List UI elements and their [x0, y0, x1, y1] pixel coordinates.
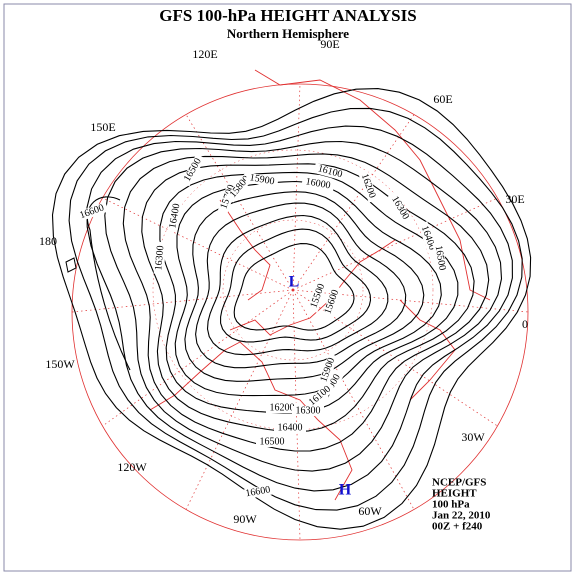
meridian [102, 197, 294, 291]
info-line: NCEP/GFS [432, 477, 486, 489]
info-line: Jan 22, 2010 [432, 510, 491, 522]
title: GFS 100-hPa HEIGHT ANALYSIS [159, 6, 416, 25]
contour-label-bg [301, 176, 335, 192]
map-boundary [71, 83, 529, 541]
contour-label: 16600 [245, 484, 272, 499]
contour-line [86, 196, 131, 371]
meridian [292, 289, 301, 541]
contour-label-bg [357, 169, 379, 203]
contour-label: 16500 [433, 245, 448, 272]
coastline [219, 199, 271, 301]
contour-label-bg [256, 437, 288, 447]
longitude-label: 120E [192, 47, 217, 61]
polar-map [51, 69, 532, 541]
contour-label-bg [304, 381, 336, 411]
contour-label-bg [241, 484, 275, 500]
contour-line [206, 214, 389, 356]
longitude-label: 0 [522, 317, 528, 331]
longitude-label: 150W [45, 357, 75, 371]
contour-label: 16200 [270, 402, 295, 413]
contour-label: 16000 [305, 176, 332, 191]
contour-label-bg [313, 163, 347, 181]
contour-line [51, 88, 532, 530]
contour-line [220, 228, 372, 343]
contour-label-bg [387, 191, 413, 225]
longitude-label: 150E [90, 120, 115, 134]
pressure-center: L [289, 274, 300, 291]
contour-line [122, 153, 490, 452]
longitude-label: 90W [233, 512, 257, 526]
contour-label-bg [75, 201, 109, 223]
meridian [292, 289, 529, 313]
longitude-label: 60W [358, 504, 382, 518]
contour-line [104, 140, 503, 472]
contour-label-bg [307, 279, 329, 313]
contour-label: 16500 [260, 436, 285, 447]
contour-label-bg [432, 241, 448, 275]
longitude-label: 180 [39, 234, 57, 248]
meridian [185, 289, 294, 510]
subtitle: Northern Hemisphere [227, 26, 349, 41]
contour-line [184, 191, 425, 382]
contour-line [195, 202, 407, 369]
contour-line [233, 243, 355, 331]
info-line: 100 hPa [432, 499, 470, 511]
info-line: 00Z + f240 [432, 521, 483, 533]
contour-line [68, 107, 523, 511]
contour-label: 15900 [249, 172, 276, 187]
coastline [399, 299, 456, 401]
longitude-label: 120W [117, 460, 147, 474]
contour-line [86, 125, 513, 492]
coastline [254, 69, 491, 301]
longitude-label: 60E [433, 92, 452, 106]
meridian [292, 83, 301, 291]
contour-label-bg [180, 153, 206, 187]
longitude-label: 30E [505, 192, 524, 206]
coastline [149, 341, 353, 501]
contour-label-bg [153, 241, 167, 275]
contour-label-bg [321, 285, 343, 319]
meridian [102, 289, 294, 427]
latitude-circle [152, 149, 434, 431]
contour-label-bg [317, 353, 339, 387]
meridian [185, 114, 294, 291]
contour-line [159, 171, 459, 414]
contour-label: 16400 [278, 422, 303, 433]
meridian [292, 197, 498, 291]
contour-label-bg [292, 406, 324, 416]
contour-label: 16400 [167, 203, 182, 230]
contour-label: 16300 [153, 245, 166, 271]
info-line: HEIGHT [432, 488, 477, 500]
contour-label-bg [167, 199, 183, 233]
contour-label: 16300 [296, 405, 321, 416]
contour-label-bg [245, 172, 279, 188]
contour-line [174, 180, 442, 397]
contour-label-bg [266, 403, 298, 413]
pressure-center: H [339, 482, 352, 499]
contour-label-bg [274, 423, 306, 433]
longitude-label: 90E [320, 37, 339, 51]
contour-line [65, 257, 77, 273]
frame [3, 3, 572, 572]
latitude-circle [222, 219, 364, 361]
meridian [292, 289, 415, 510]
longitude-label: 30W [461, 430, 485, 444]
